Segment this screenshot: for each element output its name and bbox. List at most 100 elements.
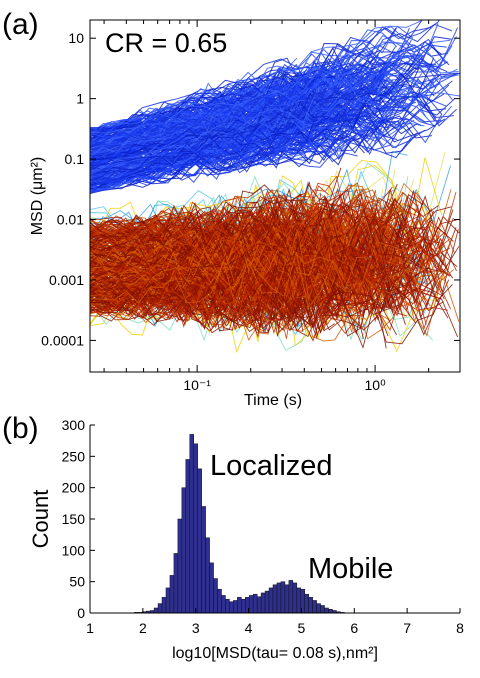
msd-trace — [90, 204, 439, 268]
msd-trace — [90, 72, 366, 157]
msd-trace — [90, 20, 423, 137]
histogram-bar — [217, 588, 222, 614]
histogram-x-tick-label: 5 — [298, 620, 306, 636]
msd-trace — [90, 71, 371, 158]
panel-a-label: (a) — [2, 8, 39, 41]
msd-plot-frame — [89, 19, 461, 373]
histogram-bar — [177, 518, 183, 614]
msd-trace — [90, 270, 449, 319]
msd-trace — [90, 202, 337, 256]
histogram-x-axis-label: log10[MSD(tau= 0.08 s),nm²] — [172, 645, 378, 662]
histogram-bar — [241, 598, 246, 614]
histogram-bar — [268, 587, 274, 614]
msd-trace — [90, 291, 397, 340]
msd-trace — [90, 216, 355, 280]
histogram-x-tick-label: 6 — [350, 620, 358, 636]
msd-panel: 10 1 0.1 0.01 0.001 0.0001 10⁻¹ 10⁰ CR = 0.65 T… — [29, 19, 461, 409]
histogram-y-axis-label: Count — [28, 490, 53, 549]
msd-trace — [90, 120, 400, 188]
msd-trace — [90, 236, 319, 297]
msd-y-tick-label: 0.001 — [49, 272, 84, 288]
localized-annotation: Localized — [210, 450, 333, 482]
msd-trace — [90, 73, 383, 184]
histogram-bar — [284, 584, 290, 614]
msd-trace — [90, 64, 390, 167]
msd-trace — [90, 241, 449, 305]
histogram-bar — [288, 580, 294, 614]
histogram-y-tick-label: 150 — [62, 511, 86, 527]
msd-trace — [90, 255, 443, 300]
msd-y-tick-label: 0.0001 — [41, 332, 84, 348]
msd-trace — [90, 41, 432, 134]
msd-trace — [90, 217, 451, 270]
histogram-bar — [312, 600, 317, 614]
msd-axes: 10 1 0.1 0.01 0.001 0.0001 10⁻¹ 10⁰ — [41, 20, 461, 393]
histogram-bar — [213, 578, 218, 614]
msd-trace — [90, 29, 398, 134]
histogram-bar — [252, 593, 258, 614]
histogram-x-tick-label: 8 — [456, 620, 464, 636]
msd-trace — [90, 209, 422, 269]
histogram-x-tick-label: 2 — [139, 620, 147, 636]
histogram-bar — [320, 605, 325, 614]
histogram-bar — [276, 582, 282, 614]
histogram-y-tick-label: 50 — [69, 574, 85, 590]
histogram-bar — [193, 443, 198, 614]
msd-trace — [90, 65, 389, 175]
histogram-bar — [328, 608, 333, 614]
histogram-bar — [221, 595, 226, 614]
msd-trace — [90, 73, 383, 151]
msd-trace — [90, 263, 368, 319]
histogram-bar — [173, 553, 179, 614]
msd-trace — [90, 68, 325, 144]
histogram-axes: 0 50 100 150 200 250 300 1 2 3 4 5 6 7 8 — [62, 417, 464, 636]
histogram-y-tick-label: 0 — [77, 605, 85, 621]
msd-trace — [90, 71, 305, 143]
histogram-bar — [197, 468, 202, 614]
msd-trace — [90, 209, 446, 263]
histogram-bar — [233, 600, 238, 614]
histogram-plot-background — [90, 425, 460, 613]
msd-trace — [90, 229, 330, 301]
histogram-x-tick-label: 1 — [86, 620, 94, 636]
msd-trace — [90, 117, 422, 179]
histogram-bar — [157, 603, 163, 614]
histogram-bar — [264, 590, 270, 614]
msd-trace — [90, 69, 387, 148]
msd-trace — [90, 260, 403, 312]
msd-y-axis-label: MSD (μm²) — [29, 157, 46, 236]
histogram-bar — [256, 596, 262, 614]
msd-trace — [90, 212, 351, 265]
msd-trace — [90, 188, 403, 256]
msd-x-tick-label: 10⁻¹ — [183, 377, 211, 393]
histogram-bar — [304, 593, 309, 614]
mobile-annotation: Mobile — [308, 553, 393, 585]
histogram-bar — [237, 597, 242, 614]
msd-trace — [90, 118, 336, 173]
msd-trace — [90, 289, 313, 335]
msd-trace — [90, 85, 366, 186]
msd-trace — [90, 56, 442, 156]
msd-x-tick-label: 10⁰ — [365, 377, 387, 393]
histogram-bar — [161, 597, 167, 614]
msd-trace — [90, 113, 443, 184]
histogram-bar — [248, 595, 254, 614]
histogram-bar — [308, 597, 313, 614]
msd-trace — [90, 269, 310, 315]
msd-trace — [90, 182, 353, 242]
msd-trace — [90, 128, 337, 181]
histogram-panel: 0 50 100 150 200 250 300 1 2 3 4 5 6 7 8 Localized Mob… — [28, 417, 464, 662]
histogram-bar — [292, 582, 298, 614]
histogram-bar — [229, 601, 234, 614]
cr-annotation: CR = 0.65 — [105, 28, 227, 58]
msd-trace — [90, 86, 460, 164]
histogram-x-tick-label: 7 — [403, 620, 411, 636]
msd-x-axis-label: Time (s) — [244, 392, 302, 409]
histogram-bar — [260, 592, 266, 614]
msd-y-tick-label: 10 — [68, 30, 84, 46]
histogram-bar — [205, 537, 210, 614]
histogram-y-tick-label: 100 — [62, 542, 86, 558]
msd-trace — [90, 251, 299, 325]
histogram-bar — [296, 587, 302, 614]
